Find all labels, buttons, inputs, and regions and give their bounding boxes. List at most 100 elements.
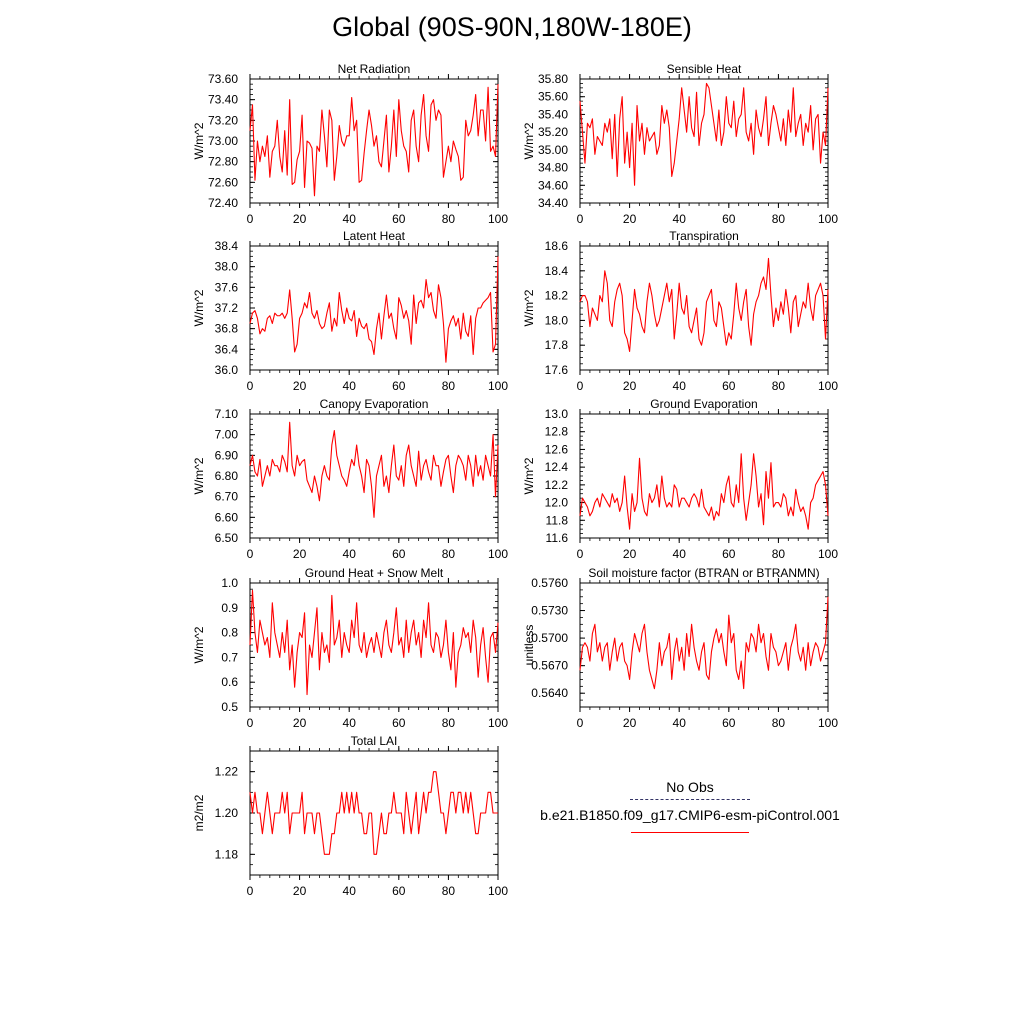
x-tick-label: 0 xyxy=(247,884,254,898)
chart-panel-5: Canopy Evaporation W/m^2 6.50 6.60 6.70 6.80 6… xyxy=(192,397,508,561)
y-axis-label: W/m^2 xyxy=(192,457,206,494)
x-tick-label: 80 xyxy=(442,547,456,561)
x-tick-label: 0 xyxy=(247,547,254,561)
chart-title: Sensible Heat xyxy=(667,62,742,76)
y-axis-label: W/m^2 xyxy=(522,289,536,326)
y-tick-label: 17.8 xyxy=(545,338,569,352)
y-axis-label: W/m^2 xyxy=(522,122,536,159)
y-tick-label: 0.5700 xyxy=(531,631,568,645)
y-tick-label: 0.7 xyxy=(221,650,238,664)
x-tick-label: 20 xyxy=(623,379,637,393)
x-tick-label: 40 xyxy=(343,212,357,226)
x-tick-label: 60 xyxy=(392,716,406,730)
chart-title: Soil moisture factor (BTRAN or BTRANMN) xyxy=(588,566,819,580)
y-tick-label: 6.50 xyxy=(215,531,239,545)
y-tick-label: 34.60 xyxy=(538,178,568,192)
x-tick-label: 0 xyxy=(247,212,254,226)
series-line xyxy=(579,453,829,530)
x-tick-label: 0 xyxy=(577,716,584,730)
y-tick-label: 18.4 xyxy=(545,264,569,278)
x-tick-label: 60 xyxy=(392,884,406,898)
series-line xyxy=(249,771,498,855)
series-line xyxy=(249,84,499,197)
x-tick-label: 40 xyxy=(343,716,357,730)
series-line xyxy=(579,596,829,690)
y-tick-label: 35.20 xyxy=(538,125,568,139)
chart-frame xyxy=(579,78,829,204)
y-axis-label: W/m^2 xyxy=(192,289,206,326)
y-axis-label: unitless xyxy=(522,625,536,666)
y-tick-label: 6.60 xyxy=(215,510,239,524)
y-tick-label: 72.40 xyxy=(208,196,238,210)
y-tick-label: 1.0 xyxy=(221,576,238,590)
y-tick-label: 0.5640 xyxy=(531,686,568,700)
y-tick-label: 12.4 xyxy=(545,460,569,474)
chart-title: Transpiration xyxy=(669,229,739,243)
y-tick-label: 34.40 xyxy=(538,196,568,210)
x-tick-label: 60 xyxy=(392,212,406,226)
x-tick-label: 20 xyxy=(293,379,307,393)
chart-panel-9: Total LAI m2/m2 1.18 1.20 1.22 0 20 40 60 80 100 xyxy=(192,734,508,898)
x-tick-label: 100 xyxy=(488,547,508,561)
y-tick-label: 35.00 xyxy=(538,143,568,157)
series-line xyxy=(579,82,829,186)
legend-run-line xyxy=(631,832,749,833)
y-tick-label: 11.8 xyxy=(546,513,569,527)
x-tick-label: 60 xyxy=(722,716,736,730)
y-tick-label: 1.22 xyxy=(215,765,239,779)
y-tick-label: 37.6 xyxy=(215,280,239,294)
y-axis-label: W/m^2 xyxy=(192,626,206,663)
x-tick-label: 60 xyxy=(392,379,406,393)
chart-title: Total LAI xyxy=(351,734,398,748)
x-tick-label: 80 xyxy=(772,379,786,393)
y-tick-label: 1.20 xyxy=(215,806,239,820)
x-tick-label: 100 xyxy=(488,212,508,226)
x-tick-label: 100 xyxy=(818,379,838,393)
chart-panel-6: Ground Evaporation W/m^2 11.6 11.8 12.0 12.2 1… xyxy=(522,397,838,561)
y-tick-label: 0.5 xyxy=(221,700,238,714)
x-tick-label: 20 xyxy=(293,884,307,898)
chart-panel-3: Latent Heat W/m^2 36.0 36.4 36.8 37.2 37.6 38.0… xyxy=(192,229,508,393)
y-tick-label: 6.90 xyxy=(215,448,239,462)
legend-obs-label: No Obs xyxy=(666,779,714,795)
x-tick-label: 40 xyxy=(343,884,357,898)
x-tick-label: 100 xyxy=(488,884,508,898)
x-tick-label: 80 xyxy=(772,716,786,730)
x-tick-label: 20 xyxy=(293,716,307,730)
y-tick-label: 0.5760 xyxy=(531,576,568,590)
x-tick-label: 0 xyxy=(577,547,584,561)
y-tick-label: 37.2 xyxy=(215,301,239,315)
y-tick-label: 38.0 xyxy=(215,260,239,274)
x-tick-label: 80 xyxy=(772,547,786,561)
chart-title: Ground Heat + Snow Melt xyxy=(305,566,444,580)
x-tick-label: 20 xyxy=(293,212,307,226)
y-axis-label: m2/m2 xyxy=(192,794,206,831)
x-tick-label: 60 xyxy=(722,212,736,226)
y-tick-label: 73.40 xyxy=(208,93,238,107)
y-tick-label: 0.8 xyxy=(221,626,238,640)
y-tick-label: 12.6 xyxy=(545,442,569,456)
x-tick-label: 20 xyxy=(623,716,637,730)
y-tick-label: 36.8 xyxy=(215,322,239,336)
y-tick-label: 18.0 xyxy=(545,313,569,327)
y-tick-label: 12.2 xyxy=(545,478,569,492)
x-tick-label: 100 xyxy=(818,716,838,730)
x-tick-label: 80 xyxy=(772,212,786,226)
legend: No Obs b.e21.B1850.f09_g17.CMIP6-esm-piC… xyxy=(510,778,870,833)
x-tick-label: 40 xyxy=(673,716,687,730)
y-tick-label: 11.6 xyxy=(546,531,569,545)
y-tick-label: 18.6 xyxy=(545,239,569,253)
series-line xyxy=(579,257,829,352)
chart-frame xyxy=(249,413,499,539)
y-tick-label: 72.60 xyxy=(208,175,238,189)
y-tick-label: 35.80 xyxy=(538,72,568,86)
series-line xyxy=(249,421,499,518)
y-tick-label: 17.6 xyxy=(545,363,569,377)
x-tick-label: 100 xyxy=(488,379,508,393)
y-tick-label: 0.5670 xyxy=(531,659,568,673)
chart-title: Ground Evaporation xyxy=(650,397,757,411)
y-tick-label: 0.5730 xyxy=(531,604,568,618)
y-axis-label: W/m^2 xyxy=(192,122,206,159)
x-tick-label: 0 xyxy=(247,379,254,393)
